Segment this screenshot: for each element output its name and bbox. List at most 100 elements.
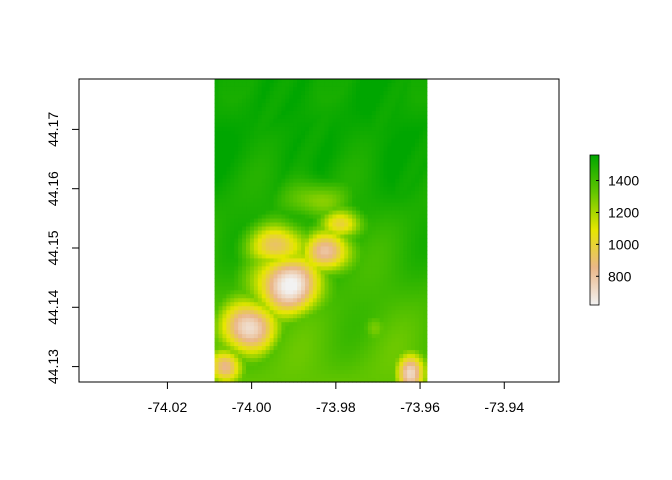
- raster-cell: [277, 218, 282, 224]
- raster-cell: [226, 370, 231, 375]
- raster-cell: [277, 250, 282, 256]
- raster-cell: [222, 230, 227, 236]
- raster-cell: [246, 146, 251, 152]
- raster-cell: [387, 270, 393, 275]
- raster-cell: [391, 110, 396, 116]
- raster-cell: [344, 246, 349, 252]
- raster-cell: [395, 370, 400, 375]
- raster-cell: [344, 250, 349, 256]
- raster-cell: [415, 242, 420, 248]
- raster-cell: [332, 370, 337, 375]
- raster-cell: [399, 238, 404, 244]
- raster-cell: [308, 86, 314, 92]
- raster-cell: [403, 94, 408, 100]
- raster-cell: [375, 318, 381, 323]
- raster-cell: [304, 86, 310, 92]
- raster-cell: [230, 218, 235, 224]
- raster-cell: [328, 258, 334, 263]
- raster-cell: [277, 98, 282, 104]
- raster-cell: [395, 226, 400, 232]
- raster-cell: [297, 186, 302, 192]
- raster-cell: [415, 298, 420, 303]
- raster-cell: [407, 130, 412, 136]
- raster-cell: [316, 330, 322, 335]
- raster-cell: [363, 266, 369, 271]
- raster-cell: [226, 254, 231, 260]
- raster-cell: [340, 198, 345, 204]
- raster-cell: [363, 98, 369, 104]
- raster-cell: [371, 218, 377, 224]
- raster-cell: [383, 146, 389, 152]
- raster-cell: [289, 182, 294, 188]
- raster-cell: [253, 246, 259, 252]
- raster-cell: [403, 230, 408, 236]
- raster-cell: [375, 362, 381, 367]
- raster-cell: [332, 82, 337, 88]
- raster-cell: [273, 82, 279, 88]
- raster-cell: [249, 142, 255, 148]
- raster-cell: [340, 370, 345, 375]
- raster-cell: [214, 278, 220, 283]
- raster-cell: [411, 202, 416, 208]
- raster-cell: [379, 162, 385, 168]
- raster-cell: [336, 314, 341, 319]
- raster-cell: [277, 330, 282, 335]
- raster-cell: [304, 250, 310, 256]
- raster-cell: [265, 122, 271, 128]
- raster-cell: [304, 242, 310, 248]
- raster-cell: [297, 278, 302, 283]
- raster-cell: [367, 214, 373, 220]
- raster-cell: [273, 330, 279, 335]
- raster-cell: [399, 90, 404, 96]
- raster-cell: [367, 366, 373, 371]
- raster-cell: [375, 86, 381, 92]
- raster-cell: [273, 358, 279, 363]
- x-tick-label: -74.02: [148, 399, 188, 415]
- raster-cell: [383, 154, 389, 160]
- raster-cell: [379, 290, 385, 295]
- raster-cell: [348, 98, 353, 104]
- raster-cell: [375, 270, 381, 275]
- raster-cell: [407, 102, 412, 108]
- raster-cell: [301, 214, 306, 220]
- raster-cell: [308, 198, 314, 204]
- raster-cell: [249, 102, 255, 108]
- raster-cell: [363, 154, 369, 160]
- raster-cell: [269, 178, 275, 184]
- raster-cell: [422, 142, 428, 148]
- raster-cell: [344, 106, 349, 112]
- raster-cell: [359, 258, 365, 263]
- raster-cell: [395, 302, 400, 307]
- raster-cell: [304, 170, 310, 176]
- raster-cell: [415, 194, 420, 200]
- raster-cell: [253, 294, 259, 299]
- raster-cell: [356, 90, 361, 96]
- raster-cell: [230, 366, 235, 371]
- raster-cell: [395, 242, 400, 248]
- raster-cell: [387, 154, 393, 160]
- raster-cell: [234, 342, 239, 347]
- raster-cell: [359, 174, 365, 180]
- raster-cell: [234, 202, 239, 208]
- raster-cell: [328, 186, 334, 192]
- raster-cell: [265, 346, 271, 351]
- raster-cell: [316, 342, 322, 347]
- raster-cell: [356, 282, 361, 287]
- raster-cell: [336, 354, 341, 359]
- raster-cell: [332, 338, 337, 343]
- raster-cell: [214, 174, 220, 180]
- raster-cell: [387, 222, 393, 228]
- raster-cell: [261, 270, 267, 275]
- raster-cell: [340, 322, 345, 327]
- raster-cell: [234, 134, 239, 140]
- raster-cell: [340, 330, 345, 335]
- raster-cell: [340, 274, 345, 279]
- raster-cell: [253, 206, 259, 212]
- raster-cell: [246, 182, 251, 188]
- raster-cell: [415, 150, 420, 156]
- raster-cell: [383, 166, 389, 172]
- raster-cell: [336, 374, 341, 379]
- raster-cell: [383, 222, 389, 228]
- raster-cell: [320, 270, 326, 275]
- raster-cell: [324, 282, 330, 287]
